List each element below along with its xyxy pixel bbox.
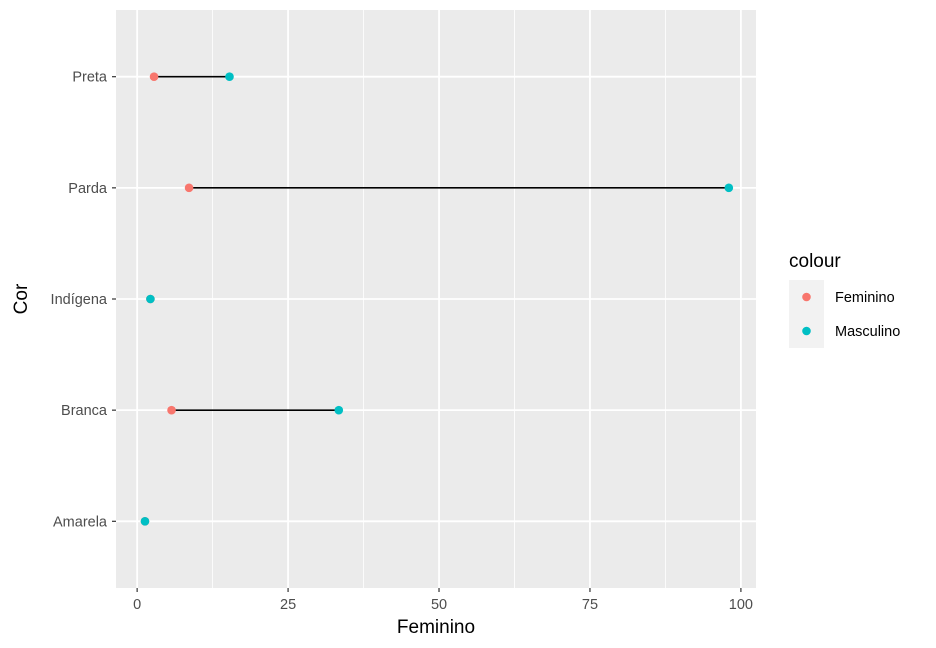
point-masculino-preta: [225, 72, 234, 81]
y-tick-label: Indígena: [51, 292, 108, 308]
legend-key-background: [789, 280, 824, 348]
point-feminino-preta: [149, 72, 159, 81]
legend-label-masculino: Masculino: [835, 324, 900, 340]
y-tick-label: Branca: [61, 403, 108, 419]
x-tick-label: 50: [431, 597, 447, 613]
point-feminino-branca: [167, 405, 176, 415]
point-feminino-parda: [184, 183, 194, 193]
x-tick-label: 100: [729, 597, 753, 613]
point-masculino-branca: [334, 405, 344, 415]
point-masculino-amarela: [140, 517, 150, 526]
x-tick-label: 0: [133, 597, 141, 613]
x-axis-title: Feminino: [397, 617, 475, 638]
legend-title: colour: [789, 251, 841, 272]
y-tick-label: Preta: [72, 70, 108, 86]
point-masculino-indígena: [146, 294, 155, 304]
y-axis: Amarela Branca Indígena Parda Preta: [51, 70, 116, 530]
point-masculino-parda: [724, 183, 734, 193]
x-axis: 0 25 50 75 100: [133, 588, 753, 613]
legend-label-feminino: Feminino: [835, 290, 895, 306]
x-tick-label: 75: [582, 597, 598, 613]
y-tick-label: Parda: [68, 181, 108, 197]
legend-key-feminino: [802, 292, 811, 302]
segments: [154, 75, 729, 411]
points: [140, 72, 734, 526]
legend: colour Feminino Masculino: [789, 251, 900, 348]
x-tick-label: 25: [280, 597, 296, 613]
legend-key-masculino: [802, 326, 811, 336]
y-tick-label: Amarela: [53, 514, 108, 530]
y-axis-title: Cor: [11, 283, 32, 314]
